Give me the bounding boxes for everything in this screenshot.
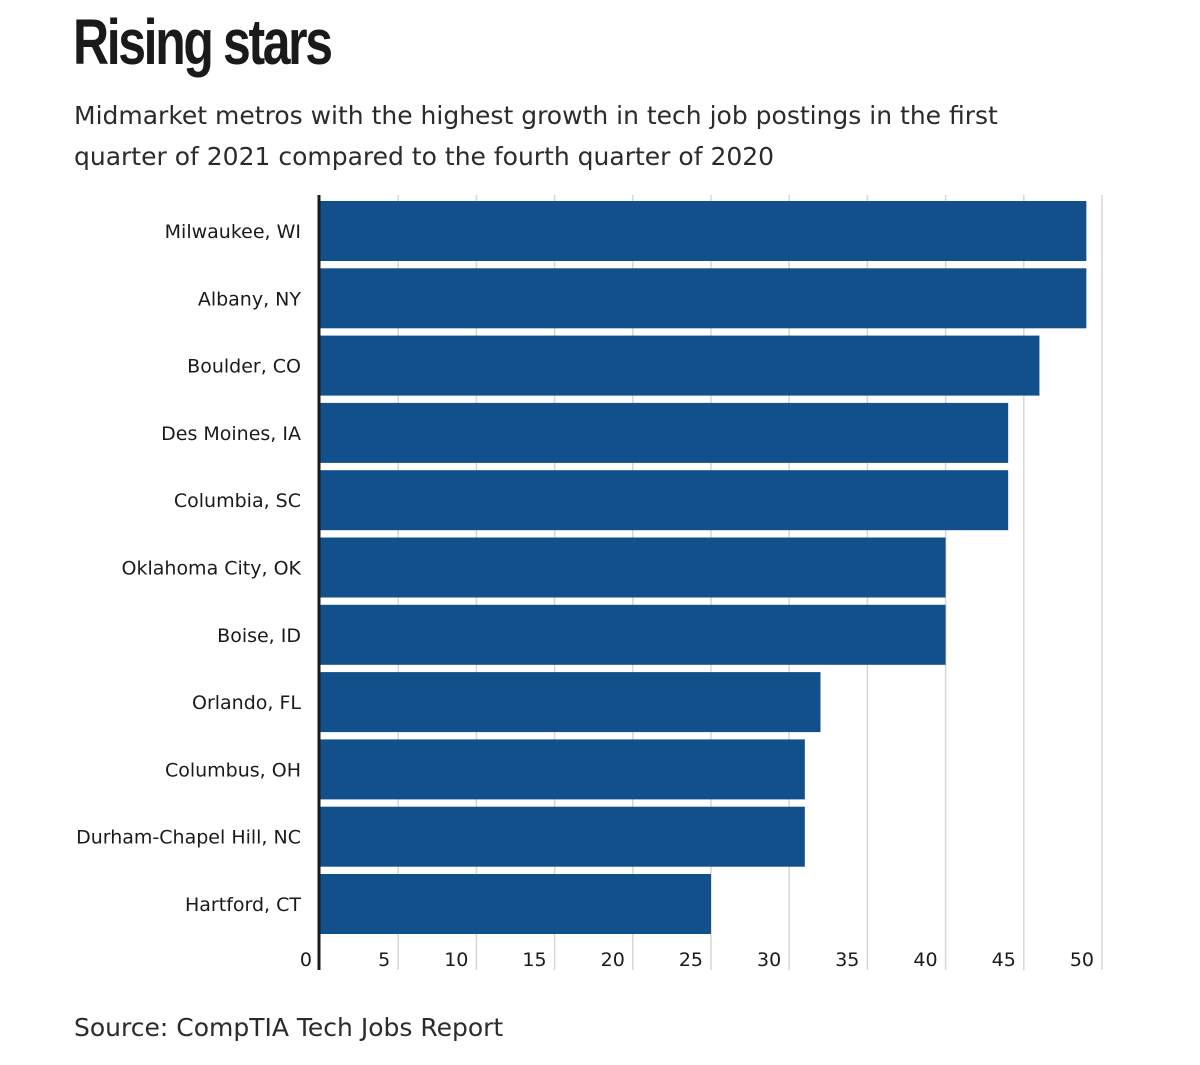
x-tick-label: 5 (378, 949, 390, 971)
bar-durham-chapel-hill-nc (320, 806, 805, 867)
bar-columbus-oh (320, 739, 805, 800)
x-tick-label: 0 (300, 949, 312, 971)
bar-columbia-sc (320, 470, 1009, 531)
bar-oklahoma-city-ok (320, 537, 946, 598)
category-labels: Milwaukee, WI Albany, NY Boulder, CO Des Mo… (76, 221, 301, 916)
source-note: Source: CompTIA Tech Jobs Report (74, 1013, 504, 1042)
bar-milwaukee-wi (320, 201, 1087, 261)
bars (320, 201, 1087, 934)
category-label: Durham-Chapel Hill, NC (76, 827, 301, 849)
bar-des-moines-ia (320, 402, 1009, 463)
bar-chart: Milwaukee, WI Albany, NY Boulder, CO Des Mo… (76, 195, 1103, 971)
category-label: Boise, ID (217, 625, 301, 647)
x-tick-label: 35 (835, 949, 859, 971)
bar-hartford-ct (320, 874, 711, 934)
x-tick-label: 30 (757, 949, 781, 971)
chart-title: Rising stars (73, 6, 333, 78)
category-label: Hartford, CT (185, 894, 301, 916)
x-tick-label: 45 (992, 949, 1016, 971)
x-tick-labels: 0 5 10 15 20 25 30 35 40 45 50 (300, 949, 1094, 971)
x-tick-label: 40 (913, 949, 937, 971)
category-label: Columbus, OH (165, 759, 301, 781)
x-tick-label: 10 (444, 949, 468, 971)
x-tick-label: 50 (1070, 949, 1094, 971)
bar-boulder-co (320, 335, 1040, 396)
bar-boise-id (320, 604, 946, 665)
category-label: Boulder, CO (187, 356, 301, 378)
bar-albany-ny (320, 268, 1087, 329)
category-label: Oklahoma City, OK (122, 558, 302, 580)
category-label: Des Moines, IA (161, 423, 301, 445)
chart-subtitle: Midmarket metros with the highest growth… (74, 101, 998, 171)
x-tick-label: 25 (679, 949, 703, 971)
x-tick-label: 20 (601, 949, 625, 971)
x-tick-label: 15 (522, 949, 546, 971)
category-label: Albany, NY (198, 288, 302, 310)
bar-orlando-fl (320, 672, 821, 733)
category-label: Milwaukee, WI (165, 221, 301, 243)
category-label: Columbia, SC (174, 490, 301, 512)
category-label: Orlando, FL (192, 692, 301, 714)
